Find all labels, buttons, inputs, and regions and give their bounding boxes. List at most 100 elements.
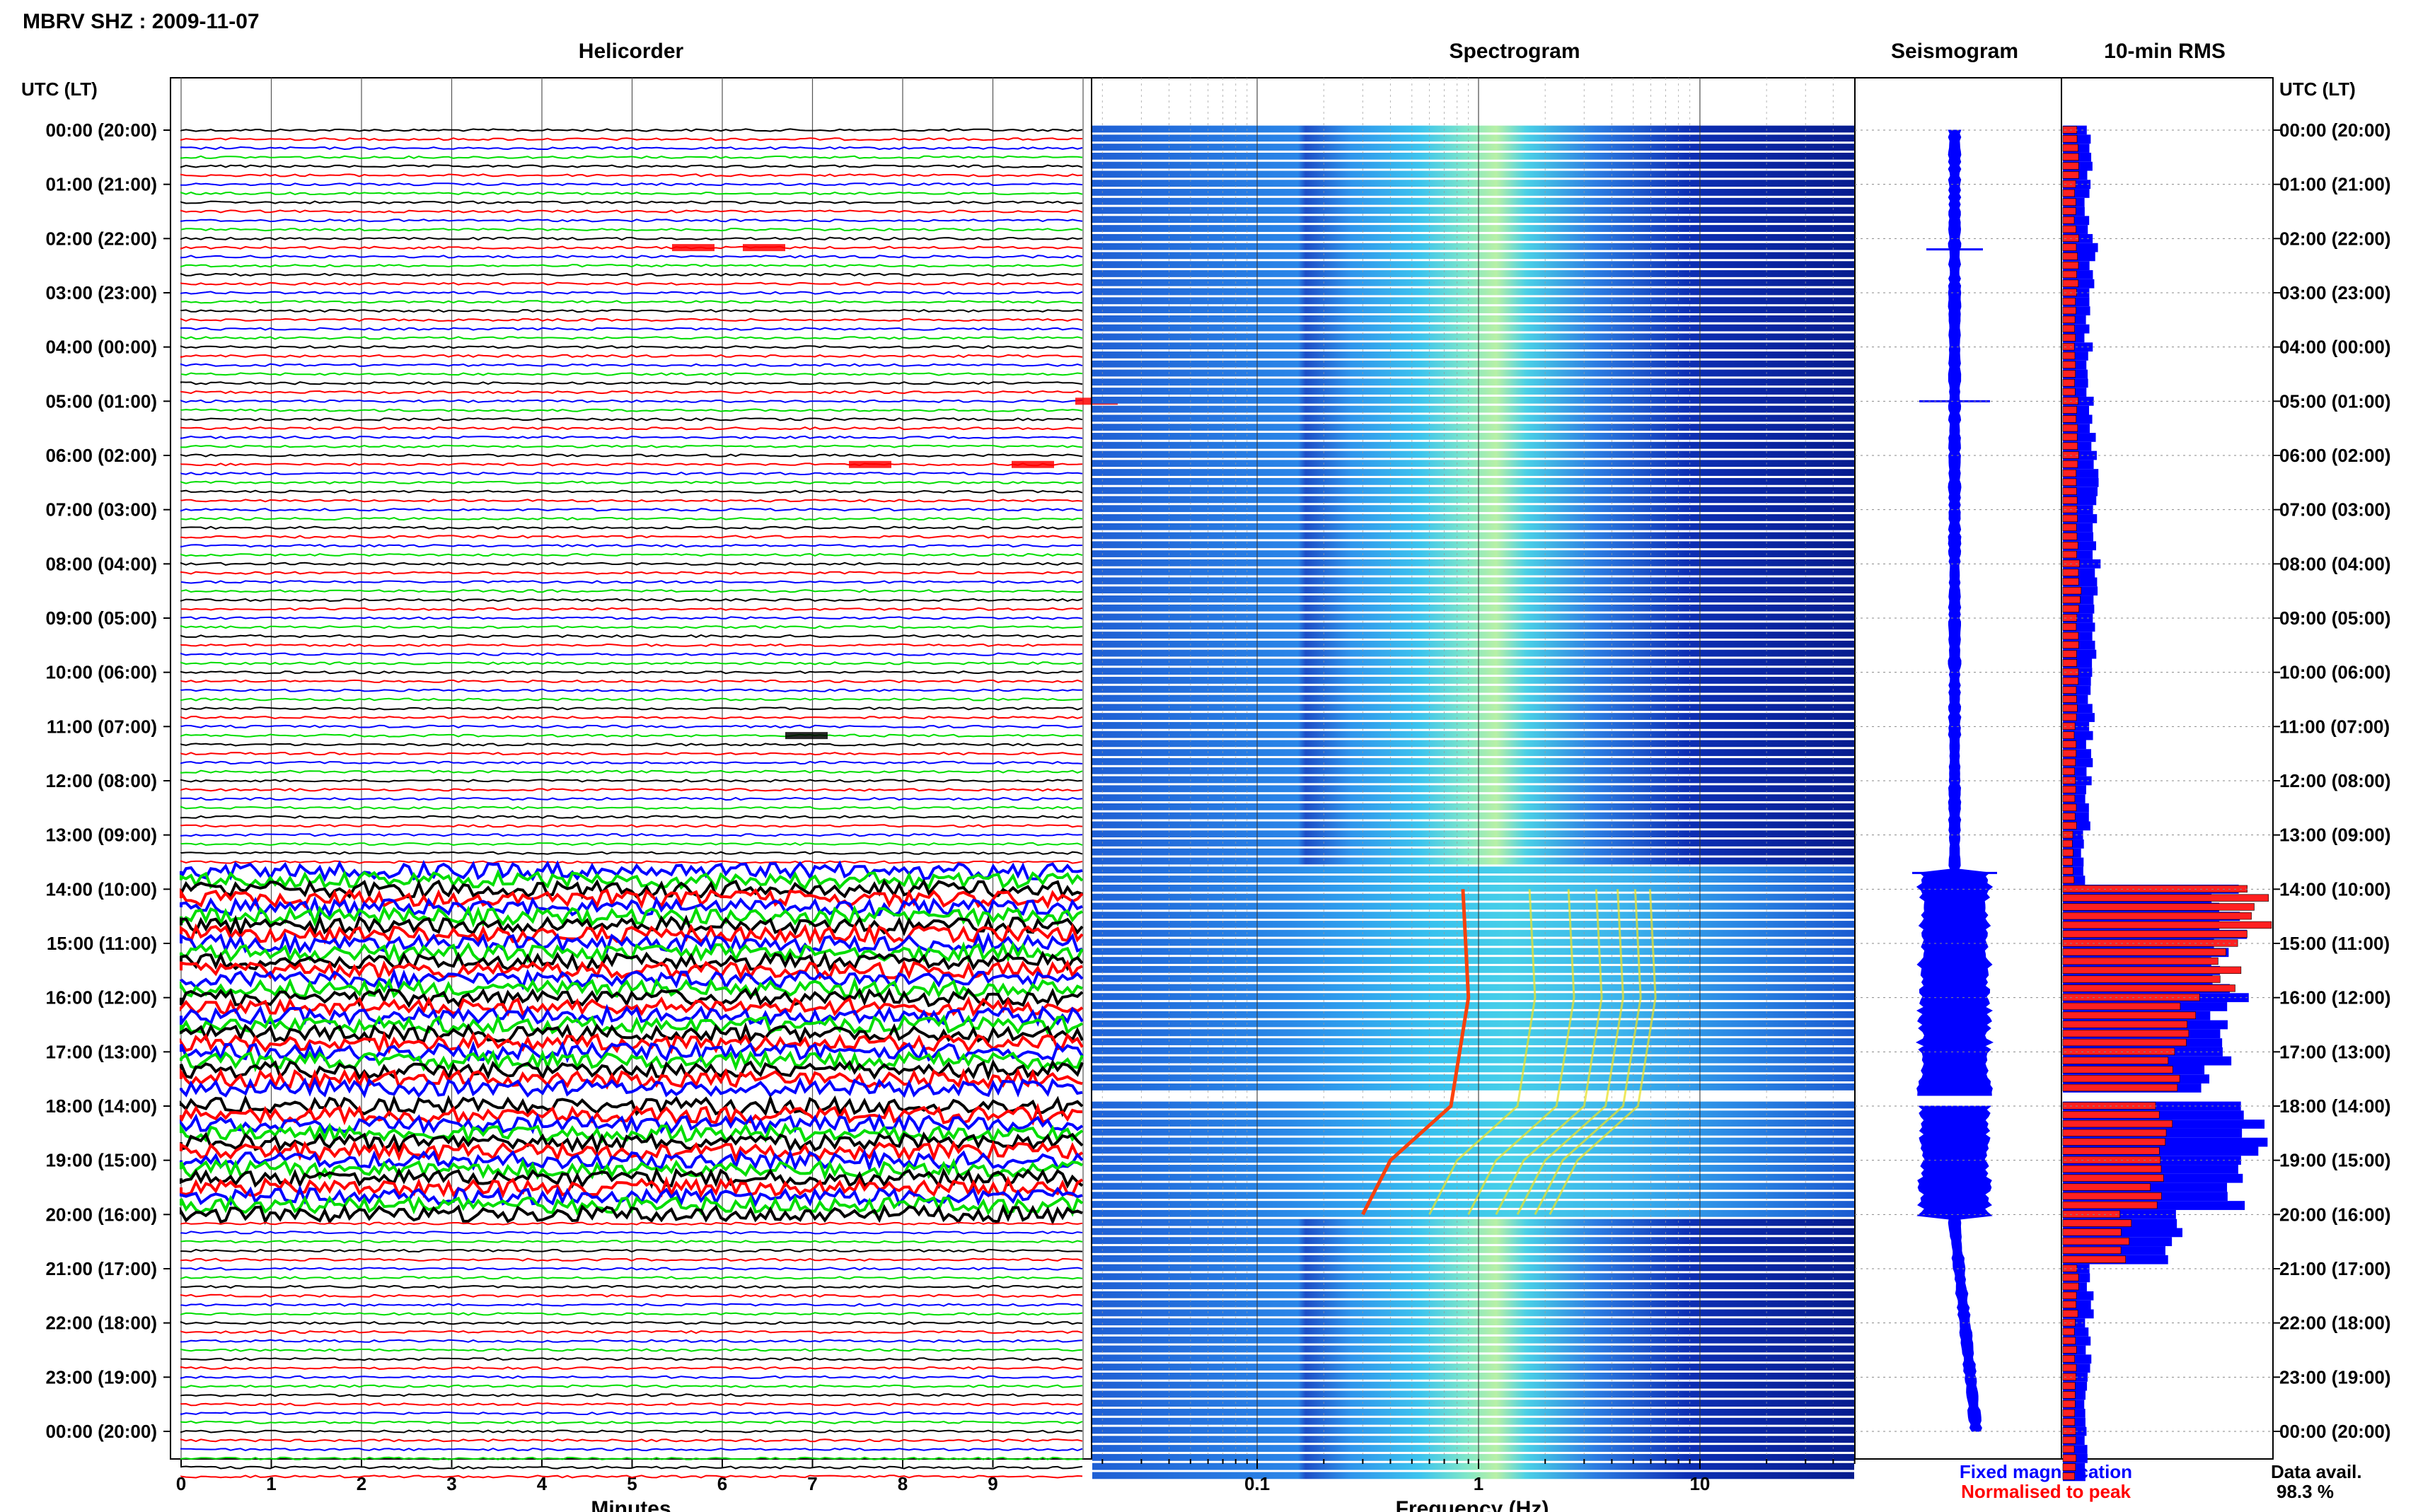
time-label-right: 13:00 (09:00) bbox=[2279, 825, 2391, 846]
helicorder-trace bbox=[180, 679, 1083, 684]
spectrogram-row bbox=[1092, 523, 1854, 530]
helicorder-trace bbox=[180, 291, 1083, 295]
rms-bar-normalised bbox=[2062, 1011, 2197, 1019]
spectrogram-row bbox=[1092, 261, 1854, 269]
helicorder-trace bbox=[180, 480, 1083, 484]
helicorder-trace bbox=[180, 833, 1083, 837]
spectrogram-row bbox=[1092, 351, 1854, 359]
minute-tick-label: 8 bbox=[898, 1473, 908, 1494]
helicorder-trace bbox=[180, 499, 1083, 503]
helicorder-trace bbox=[180, 1059, 1084, 1081]
spectrogram-row bbox=[1092, 1101, 1854, 1109]
spectrogram-row bbox=[1092, 1182, 1854, 1190]
rms-bar-normalised bbox=[2062, 1201, 2158, 1209]
helicorder-trace bbox=[180, 1049, 1084, 1073]
rms-bar-normalised bbox=[2062, 1074, 2180, 1083]
helicorder-trace bbox=[180, 760, 1083, 765]
rms-bar-normalised bbox=[2062, 894, 2269, 902]
helicorder-trace bbox=[180, 1348, 1083, 1352]
helicorder-trace bbox=[180, 1420, 1083, 1424]
helicorder-trace bbox=[180, 987, 1084, 1009]
helicorder-trace bbox=[180, 191, 1083, 196]
helicorder-trace bbox=[180, 950, 1084, 972]
helicorder-trace bbox=[180, 796, 1083, 801]
spectrogram-row bbox=[1092, 965, 1854, 973]
minute-tick-label: 0 bbox=[176, 1473, 186, 1494]
helicorder-trace bbox=[180, 1393, 1083, 1397]
spectrogram-row bbox=[1092, 270, 1854, 277]
helicorder-trace bbox=[180, 525, 1083, 530]
helicorder-trace bbox=[180, 255, 1083, 259]
spectrogram-row bbox=[1092, 288, 1854, 296]
rms-bar-normalised bbox=[2062, 1228, 2122, 1236]
harmonic-tremor-line bbox=[1516, 889, 1624, 1215]
rms-bar-normalised bbox=[2062, 351, 2076, 360]
spectrogram-row bbox=[1092, 577, 1854, 585]
helicorder-trace bbox=[180, 743, 1083, 747]
spectrogram-row bbox=[1092, 830, 1854, 838]
spectrogram-row bbox=[1092, 469, 1854, 476]
rms-bar-normalised bbox=[2062, 921, 2272, 929]
spectrogram-row bbox=[1092, 144, 1854, 151]
helicorder-trace bbox=[180, 1293, 1083, 1298]
time-label-right: 16:00 (12:00) bbox=[2279, 987, 2391, 1008]
spectrogram-row bbox=[1092, 279, 1854, 286]
helicorder-trace bbox=[180, 1312, 1083, 1316]
rms-bar-normalised bbox=[2062, 207, 2076, 215]
rms-bar-normalised bbox=[2062, 1246, 2122, 1255]
helicorder-trace bbox=[180, 842, 1083, 847]
spectrogram-row bbox=[1092, 713, 1854, 720]
rms-bar-normalised bbox=[2062, 903, 2255, 911]
spectrogram-row bbox=[1092, 1273, 1854, 1281]
rms-bar-normalised bbox=[2062, 578, 2079, 586]
spectrogram-row bbox=[1092, 1309, 1854, 1317]
spectrogram-row bbox=[1092, 1390, 1854, 1398]
helicorder-trace bbox=[180, 724, 1083, 728]
spectrogram-row bbox=[1092, 152, 1854, 160]
helicorder-trace bbox=[180, 914, 1084, 938]
spectrogram-row bbox=[1092, 243, 1854, 250]
helicorder-trace bbox=[180, 336, 1083, 340]
minute-tick-label: 9 bbox=[988, 1473, 997, 1494]
helicorder-trace bbox=[180, 281, 1083, 286]
rms-bar-normalised bbox=[2062, 1120, 2173, 1128]
time-label-right: 00:00 (20:00) bbox=[2279, 1421, 2391, 1442]
rms-bar-normalised bbox=[2062, 677, 2079, 685]
rms-bar-normalised bbox=[2062, 1047, 2175, 1056]
helicorder-trace bbox=[180, 1330, 1083, 1334]
spectrogram-row bbox=[1092, 704, 1854, 711]
spectrogram-row bbox=[1092, 1453, 1854, 1461]
rms-bar-normalised bbox=[2062, 1327, 2075, 1336]
helicorder-trace bbox=[180, 589, 1083, 593]
helicorder-trace bbox=[180, 1284, 1083, 1289]
time-label-left: 16:00 (12:00) bbox=[45, 987, 157, 1008]
spectrogram-row bbox=[1092, 450, 1854, 458]
rms-bar-normalised bbox=[2062, 1066, 2173, 1074]
spectrogram-row bbox=[1092, 902, 1854, 910]
helicorder-trace bbox=[180, 1339, 1083, 1343]
helicorder-trace bbox=[180, 535, 1083, 539]
rms-bar-normalised bbox=[2062, 758, 2076, 767]
spectrogram-row bbox=[1092, 685, 1854, 693]
spectrogram-panel: Spectrogram Frequency (Hz) 0.1 1 10 bbox=[1091, 40, 1856, 1512]
helicorder-trace bbox=[180, 1067, 1083, 1090]
spectrogram-row bbox=[1092, 1436, 1854, 1443]
spectrogram-row bbox=[1092, 839, 1854, 847]
time-label-right: 09:00 (05:00) bbox=[2279, 607, 2391, 629]
spectrogram-row bbox=[1092, 207, 1854, 214]
rms-bar-normalised bbox=[2062, 686, 2077, 694]
rms-bar-normalised bbox=[2062, 1020, 2188, 1028]
rms-bar-normalised bbox=[2062, 569, 2079, 576]
helicorder-panel: Helicorder Minutes 0 1 2 3 4 5 6 7 8 9 bbox=[170, 40, 1118, 1512]
time-label-left: 06:00 (02:00) bbox=[45, 445, 157, 466]
rms-bar-normalised bbox=[2062, 252, 2078, 260]
helicorder-trace bbox=[180, 859, 1083, 883]
rms-bar-normalised bbox=[2062, 433, 2078, 441]
spectrogram-row bbox=[1092, 125, 1854, 133]
spectrogram-row bbox=[1092, 1381, 1854, 1389]
rms-bar-normalised bbox=[2062, 270, 2077, 279]
helicorder-event bbox=[672, 244, 715, 252]
helicorder-trace bbox=[180, 272, 1083, 277]
rms-bar-normalised bbox=[2062, 542, 2078, 549]
spectrogram-row bbox=[1092, 532, 1854, 540]
